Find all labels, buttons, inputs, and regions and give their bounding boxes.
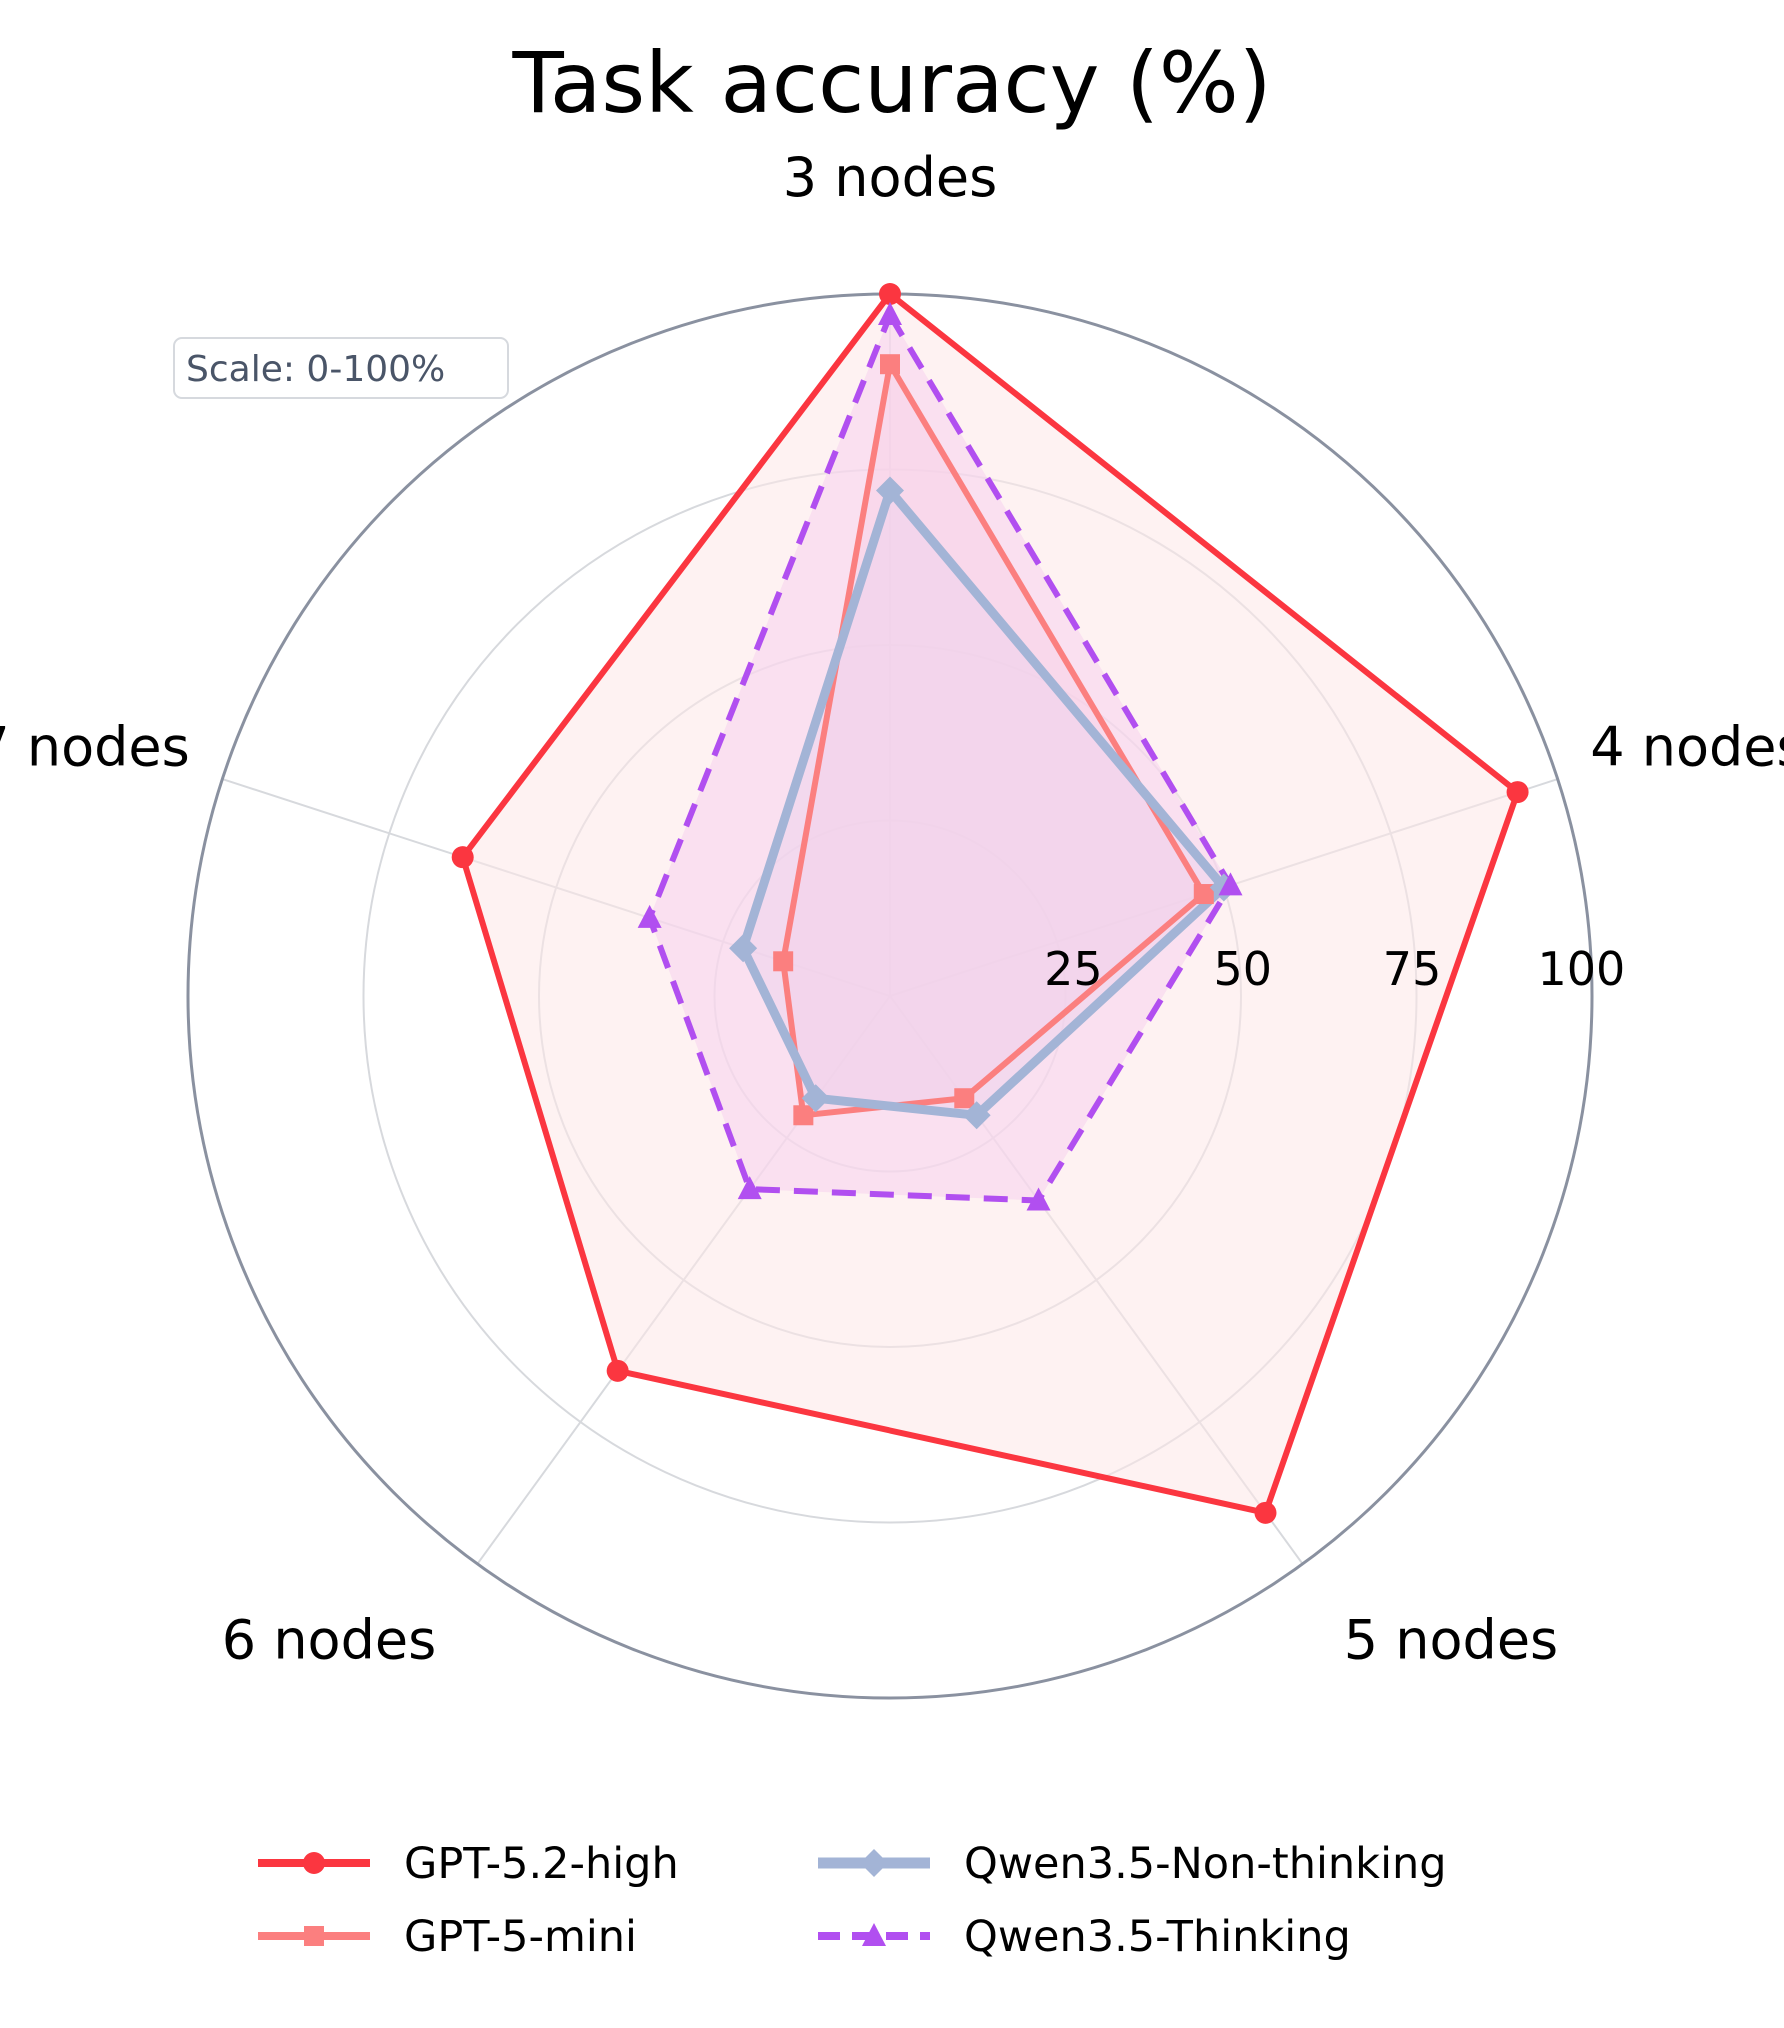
series-line-qwen3-5-thinking: [646, 312, 1234, 1204]
axis-label-4-nodes: 4 nodes: [1590, 715, 1784, 778]
chart-title: Task accuracy (%): [511, 34, 1271, 132]
svg-text:Scale: 0-100%: Scale: 0-100%: [186, 349, 445, 390]
series-line-gpt-5-2-high: [459, 291, 1521, 1516]
legend-label-gpt-5-mini: GPT-5-mini: [404, 1912, 637, 1962]
legend-item-qwen3-5-thinking: Qwen3.5-Thinking: [818, 1912, 1351, 1962]
series-markers: [451, 283, 1529, 1524]
scale-annotation: Scale: 0-100%: [173, 337, 509, 399]
legend-item-qwen3-5-non-thinking: Qwen3.5-Non-thinking: [818, 1839, 1447, 1889]
legend-marker-qwen3-5-thinking: [862, 1923, 886, 1946]
point-qwen3-5-non-thinking-5-nodes: [962, 1101, 991, 1130]
axis-label-3-nodes: 3 nodes: [783, 146, 997, 209]
legend-item-gpt-5-2-high: GPT-5.2-high: [258, 1839, 679, 1889]
point-gpt-5-2-high-5-nodes: [1254, 1501, 1277, 1524]
legend: GPT-5.2-high GPT-5-mini Qwen3.5-Non-thinki…: [258, 1839, 1447, 1962]
axis-label-6-nodes: 6 nodes: [222, 1609, 436, 1672]
tick-label-100: 100: [1538, 942, 1626, 996]
point-gpt-5-mini-6-nodes: [793, 1105, 814, 1126]
point-gpt-5-mini-5-nodes: [954, 1088, 975, 1109]
legend-marker-gpt-5-2-high: [303, 1852, 325, 1874]
point-gpt-5-2-high-4-nodes: [1506, 781, 1529, 804]
point-gpt-5-mini-3-nodes: [880, 354, 900, 375]
series-lines: [459, 291, 1521, 1516]
point-qwen3-5-thinking-5-nodes: [1026, 1187, 1051, 1211]
point-qwen3-5-thinking-7-nodes: [637, 904, 662, 928]
point-gpt-5-mini-4-nodes: [1193, 884, 1214, 905]
legend-marker-gpt-5-mini: [304, 1926, 324, 1946]
tick-label-75: 75: [1383, 942, 1442, 996]
point-qwen3-5-thinking-6-nodes: [737, 1176, 762, 1200]
point-qwen3-5-non-thinking-3-nodes: [876, 476, 904, 505]
axis-labels: 3 nodes 4 nodes 5 nodes 6 nodes 7 nodes 25 50 7…: [0, 146, 1784, 1672]
point-qwen3-5-thinking-3-nodes: [878, 302, 902, 326]
legend-label-qwen3-5-thinking: Qwen3.5-Thinking: [964, 1912, 1351, 1962]
axis-label-7-nodes: 7 nodes: [0, 715, 190, 778]
point-gpt-5-mini-7-nodes: [773, 951, 794, 972]
point-qwen3-5-non-thinking-6-nodes: [801, 1084, 830, 1113]
legend-label-qwen3-5-non-thinking: Qwen3.5-Non-thinking: [964, 1839, 1447, 1889]
point-qwen3-5-thinking-4-nodes: [1218, 872, 1243, 896]
series-fill-qwen3-5-thinking: [649, 315, 1231, 1201]
legend-marker-qwen3-5-non-thinking: [860, 1849, 888, 1877]
series-fills: [462, 294, 1518, 1513]
point-gpt-5-2-high-6-nodes: [606, 1359, 629, 1382]
legend-label-gpt-5-2-high: GPT-5.2-high: [404, 1839, 679, 1889]
point-gpt-5-2-high-3-nodes: [879, 283, 901, 305]
point-qwen3-5-non-thinking-7-nodes: [729, 934, 758, 963]
tick-label-50: 50: [1213, 942, 1272, 996]
axis-label-5-nodes: 5 nodes: [1344, 1609, 1558, 1672]
legend-item-gpt-5-mini: GPT-5-mini: [258, 1912, 637, 1962]
series-line-qwen3-5-non-thinking: [738, 486, 1229, 1120]
point-gpt-5-2-high-7-nodes: [451, 846, 474, 869]
tick-label-25: 25: [1044, 942, 1103, 996]
